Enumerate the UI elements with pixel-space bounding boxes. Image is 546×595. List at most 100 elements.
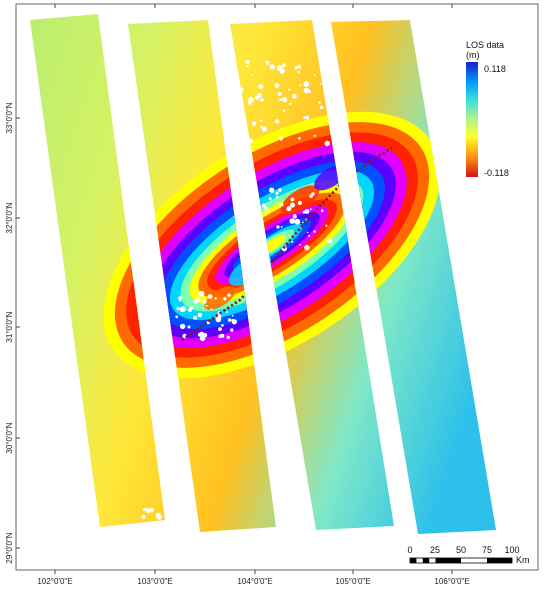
speck	[274, 119, 280, 124]
speck	[176, 306, 180, 311]
speck	[248, 101, 252, 105]
longitude-ticks	[54, 4, 453, 574]
speck	[319, 105, 324, 110]
speck	[217, 314, 222, 319]
speck	[275, 195, 279, 199]
speck	[218, 327, 222, 331]
speck	[276, 225, 280, 229]
speck	[311, 192, 315, 196]
fault-trace	[181, 146, 393, 342]
speck	[298, 137, 301, 140]
lon-label-102: 102°0'0"E	[37, 577, 72, 586]
speck	[246, 65, 249, 68]
speck	[233, 321, 236, 324]
speck	[205, 304, 208, 307]
speck	[251, 74, 254, 76]
speck	[221, 324, 224, 327]
scale-tick-0: 0	[407, 545, 412, 555]
speck	[262, 203, 266, 208]
longitude-labels: 102°0'0"E 103°0'0"E 104°0'0"E 105°0'0"E …	[37, 577, 469, 586]
speck	[230, 328, 234, 332]
speck	[294, 218, 301, 225]
speck	[231, 319, 235, 322]
interferogram-strips	[30, 14, 496, 534]
speck	[297, 70, 301, 74]
legend-max-label: 0.118	[484, 64, 506, 74]
speck	[286, 206, 292, 212]
fringe-lobe	[204, 286, 236, 310]
speck	[299, 84, 302, 87]
speck	[278, 188, 282, 192]
speck	[193, 290, 196, 293]
speck	[303, 81, 310, 87]
speck	[290, 202, 295, 208]
speck	[274, 83, 280, 89]
speck	[197, 312, 203, 318]
speck	[291, 93, 297, 99]
speck	[289, 102, 292, 106]
speck	[313, 230, 316, 233]
speck	[260, 98, 264, 102]
speck	[245, 59, 250, 64]
speck	[226, 335, 230, 339]
scale-tick-75: 75	[482, 545, 492, 555]
speck	[282, 96, 288, 103]
speck	[277, 91, 282, 96]
speck	[303, 116, 306, 119]
legend-color-ramp	[466, 62, 478, 177]
speck	[279, 98, 282, 101]
speck	[214, 297, 217, 300]
latitude-ticks	[16, 117, 20, 549]
speck	[265, 210, 268, 213]
speck	[261, 126, 267, 132]
lat-label-30: 30°0'0"N	[5, 422, 14, 453]
lon-label-103: 103°0'0"E	[137, 577, 172, 586]
speck	[187, 325, 191, 329]
speck	[304, 244, 310, 251]
speck	[193, 299, 199, 304]
speck	[288, 88, 291, 91]
speck	[207, 294, 213, 299]
speck	[320, 209, 324, 212]
speck	[268, 197, 272, 201]
speck	[223, 297, 227, 301]
speck	[155, 512, 161, 519]
lat-label-33: 33°0'0"N	[5, 102, 14, 133]
legend-title: LOS data	[466, 40, 504, 50]
speck	[269, 64, 275, 70]
speck	[260, 119, 263, 122]
speck	[258, 84, 264, 90]
speck	[231, 314, 234, 317]
speck	[141, 514, 146, 520]
speck	[294, 66, 298, 70]
speck	[280, 226, 283, 228]
scale-bar: 0 25 50 75 100 Km	[407, 545, 529, 565]
speck	[283, 109, 286, 112]
legend: LOS data (m) 0.118 -0.118	[466, 40, 509, 178]
speck	[227, 318, 232, 322]
scale-tick-50: 50	[456, 545, 466, 555]
speck	[175, 315, 179, 319]
lon-label-105: 105°0'0"E	[335, 577, 370, 586]
speck	[265, 60, 270, 65]
speck	[210, 308, 213, 311]
speck	[199, 335, 206, 342]
speck	[291, 240, 294, 243]
speck	[313, 134, 316, 137]
speck	[251, 121, 257, 126]
speck	[260, 125, 263, 128]
speck	[308, 234, 311, 237]
lat-label-31: 31°0'0"N	[5, 311, 14, 342]
speck	[318, 101, 321, 104]
speck	[309, 208, 312, 211]
speck	[299, 244, 301, 246]
speck	[313, 74, 316, 77]
speck	[279, 68, 285, 74]
scale-unit: Km	[516, 555, 530, 565]
speck	[179, 323, 186, 330]
speck	[187, 308, 190, 311]
speck	[180, 306, 187, 312]
speck	[202, 299, 207, 304]
speck	[145, 508, 151, 514]
speck	[198, 290, 205, 297]
